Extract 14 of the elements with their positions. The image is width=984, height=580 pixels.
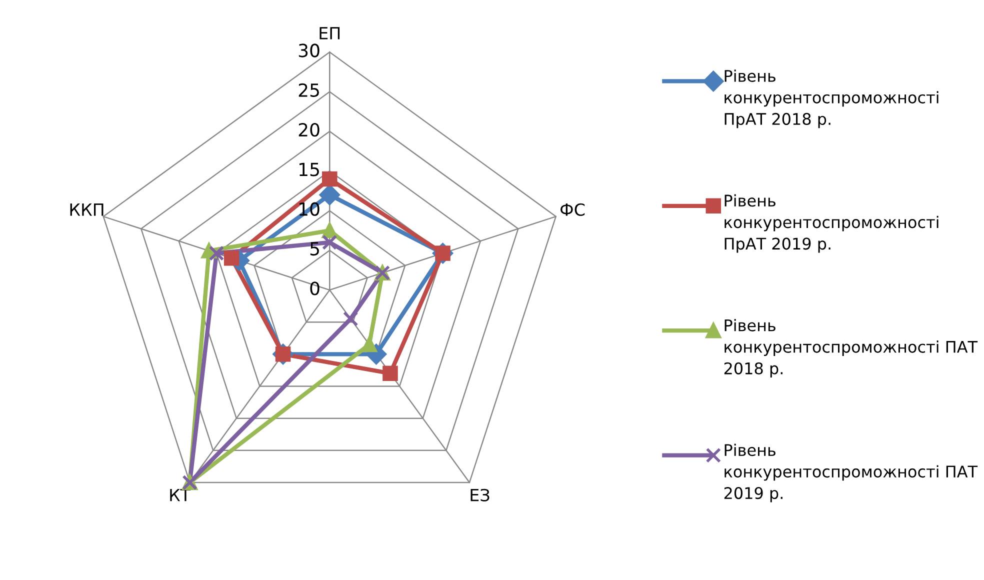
legend-label: Рівень конкурентоспроможності ПрАТ 2019 р.: [724, 194, 938, 253]
y-tick-label: 30: [298, 44, 320, 58]
y-tick-label: 0: [310, 282, 320, 296]
spoke-label: ККП: [70, 204, 104, 216]
spoke-label: ЕЗ: [470, 488, 490, 502]
legend-label: Рівень конкурентоспроможності ПАТ 2019 р.: [724, 444, 978, 502]
y-tick-label: 20: [298, 122, 320, 137]
y-tick-label: 5: [310, 242, 319, 256]
legend-label: Рівень конкурентоспроможності ПАТ 2018 р.: [724, 319, 978, 378]
legend-label: Рівень конкурентоспроможності ПрАТ 2018 р.: [724, 70, 938, 128]
y-tick-label: 15: [300, 162, 319, 176]
y-tick-label: 25: [298, 83, 319, 97]
spoke-label: ФС: [560, 203, 585, 216]
spoke-label: ЕП: [320, 27, 340, 40]
